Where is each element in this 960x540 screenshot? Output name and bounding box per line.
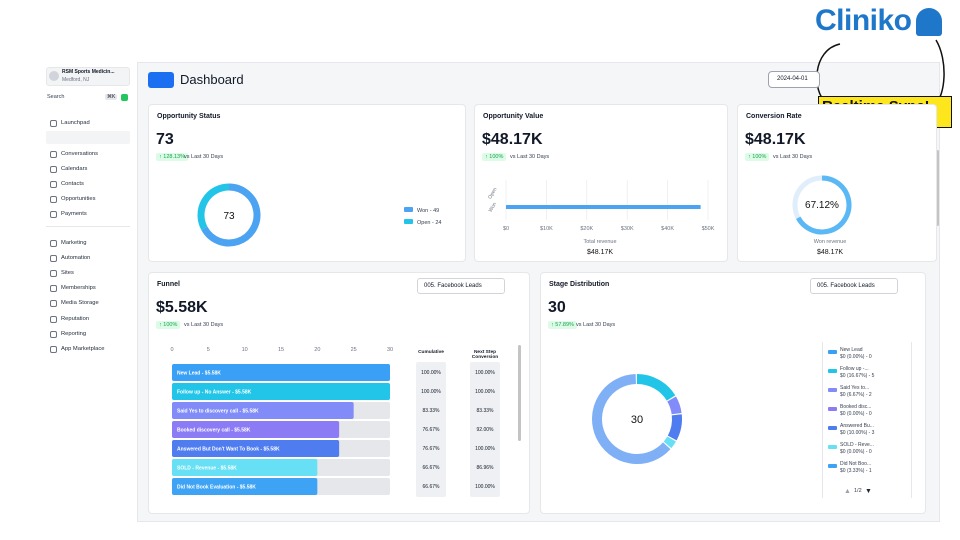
metric: 73 [156, 131, 174, 148]
next-step: 100.00% [475, 370, 495, 376]
card-title: Opportunity Status [157, 113, 221, 120]
account-location: Medford, NJ [62, 77, 90, 83]
column-bg [470, 362, 500, 497]
cumulative: 83.33% [422, 408, 440, 414]
nav-item[interactable]: Sites [61, 269, 74, 276]
next-step: 92.00% [476, 427, 494, 433]
nav-icon [50, 211, 57, 218]
change-badge: ↑ 128.13% [156, 153, 188, 161]
nav-icon [50, 331, 57, 338]
next-step: 86.96% [476, 465, 494, 471]
metric: $5.58K [156, 299, 208, 316]
scrollbar [518, 345, 521, 441]
nav-item[interactable]: Automation [61, 254, 91, 261]
nav-item[interactable]: Calendars [61, 165, 88, 172]
metric: 30 [548, 299, 566, 316]
card-title: Funnel [157, 281, 180, 288]
card [148, 104, 466, 262]
nav-icon [50, 181, 57, 188]
nav-icon [50, 270, 57, 277]
account-avatar [49, 71, 59, 81]
period: vs Last 30 Days [510, 154, 550, 160]
nav-divider [46, 226, 130, 227]
nav-item[interactable]: Launchpad [61, 119, 90, 126]
change-badge: ↑ 100% [482, 153, 507, 161]
page-title: Dashboard [180, 72, 244, 87]
card-title: Opportunity Value [483, 113, 544, 120]
next-step: 100.00% [475, 389, 495, 395]
nav-icon [50, 196, 57, 203]
nav-icon [50, 120, 57, 127]
nav-icon [50, 255, 57, 262]
nav-icon [50, 346, 57, 353]
next-step: 83.33% [476, 408, 494, 414]
search[interactable]: Search [47, 94, 65, 100]
metric: $48.17K [745, 131, 806, 148]
change-badge: ↑ 100% [745, 153, 770, 161]
period: vs Last 30 Days [184, 154, 224, 160]
nav-icon [50, 151, 57, 158]
add-button[interactable] [121, 94, 128, 101]
cumulative: 76.67% [422, 427, 440, 433]
search-shortcut: ⌘K [105, 94, 118, 100]
nav-item[interactable]: Media Storage [61, 299, 99, 306]
period: vs Last 30 Days [773, 154, 813, 160]
filter-dropdown[interactable]: 005. Facebook Leads [417, 278, 505, 294]
nav-item[interactable]: Reporting [61, 330, 87, 337]
cumulative: 66.67% [422, 465, 440, 471]
nav-item[interactable]: Marketing [61, 239, 87, 246]
column-bg [416, 362, 446, 497]
nav-item[interactable]: Contacts [61, 180, 84, 187]
nav-icon [50, 316, 57, 323]
legend-panel [822, 342, 912, 498]
card-title: Conversion Rate [746, 113, 802, 120]
account-switcher[interactable] [46, 67, 130, 86]
logo-icon [916, 8, 942, 36]
nav-icon [50, 240, 57, 247]
column-header: Next Step Conversion [471, 350, 499, 360]
nav-item[interactable]: Opportunities [61, 195, 96, 202]
nav-icon [50, 285, 57, 292]
next-step: 100.00% [475, 484, 495, 490]
metric: $48.17K [482, 131, 543, 148]
change-badge: ↑ 100% [156, 321, 181, 329]
logo: Cliniko [815, 4, 912, 37]
column-header: Cumulative [418, 350, 444, 355]
card-title: Stage Distribution [549, 281, 610, 288]
period: vs Last 30 Days [576, 322, 616, 328]
cumulative: 100.00% [421, 389, 441, 395]
scrollbar [936, 150, 939, 226]
nav-item[interactable]: Memberships [61, 284, 96, 291]
period: vs Last 30 Days [184, 322, 224, 328]
nav-icon [50, 166, 57, 173]
nav-icon [50, 300, 57, 307]
cumulative: 100.00% [421, 370, 441, 376]
date-picker[interactable]: 2024-04-01 [768, 71, 820, 88]
account-name: RSM Sports Medicin... [62, 69, 115, 75]
nav-item[interactable]: Reputation [61, 315, 90, 322]
card [737, 104, 937, 262]
nav-item[interactable]: Payments [61, 210, 87, 217]
filter-dropdown[interactable]: 005. Facebook Leads [810, 278, 898, 294]
menu-button[interactable] [148, 72, 174, 88]
change-badge: ↑ 57.89% [548, 321, 577, 329]
nav-item[interactable]: Conversations [61, 150, 99, 157]
cumulative: 76.67% [422, 446, 440, 452]
cumulative: 66.67% [422, 484, 440, 490]
nav-active-bg [46, 131, 130, 144]
next-step: 100.00% [475, 446, 495, 452]
card [474, 104, 728, 262]
nav-item[interactable]: App Marketplace [61, 345, 105, 352]
